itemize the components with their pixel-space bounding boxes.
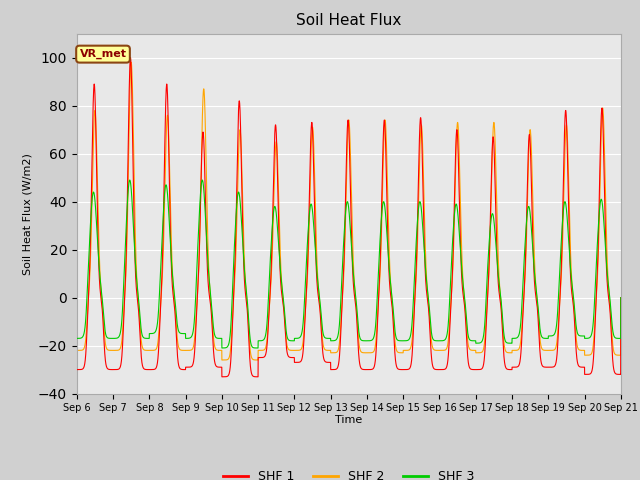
SHF 3 xyxy=(198,177,206,183)
SHF 1 xyxy=(218,374,226,380)
SHF 2 xyxy=(171,300,179,306)
SHF 2 xyxy=(617,295,625,300)
SHF 2 xyxy=(441,348,449,353)
SHF 2 xyxy=(329,350,337,356)
SHF 3 xyxy=(329,338,337,344)
SHF 2 xyxy=(73,348,81,353)
SHF 2 xyxy=(218,357,226,363)
SHF 1 xyxy=(73,367,81,372)
SHF 1 xyxy=(329,367,337,372)
Line: SHF 2: SHF 2 xyxy=(77,62,621,360)
SHF 2 xyxy=(471,348,479,353)
Title: Soil Heat Flux: Soil Heat Flux xyxy=(296,13,401,28)
SHF 1 xyxy=(616,372,624,377)
Text: VR_met: VR_met xyxy=(79,49,127,59)
Legend: SHF 1, SHF 2, SHF 3: SHF 1, SHF 2, SHF 3 xyxy=(218,465,479,480)
SHF 3 xyxy=(617,295,625,300)
SHF 1 xyxy=(502,364,509,370)
SHF 1 xyxy=(441,366,449,372)
SHF 1 xyxy=(127,55,134,60)
SHF 2 xyxy=(127,60,135,65)
Y-axis label: Soil Heat Flux (W/m2): Soil Heat Flux (W/m2) xyxy=(22,153,33,275)
Line: SHF 1: SHF 1 xyxy=(77,58,621,377)
SHF 3 xyxy=(73,336,81,341)
SHF 3 xyxy=(171,293,179,299)
SHF 1 xyxy=(471,367,479,372)
SHF 3 xyxy=(254,345,262,351)
SHF 2 xyxy=(502,348,509,354)
SHF 3 xyxy=(502,339,509,345)
Line: SHF 3: SHF 3 xyxy=(77,180,621,348)
SHF 3 xyxy=(471,338,479,344)
X-axis label: Time: Time xyxy=(335,415,362,425)
SHF 3 xyxy=(441,337,449,343)
SHF 1 xyxy=(171,305,179,311)
SHF 3 xyxy=(616,336,624,341)
SHF 2 xyxy=(616,352,624,358)
SHF 1 xyxy=(617,295,625,300)
